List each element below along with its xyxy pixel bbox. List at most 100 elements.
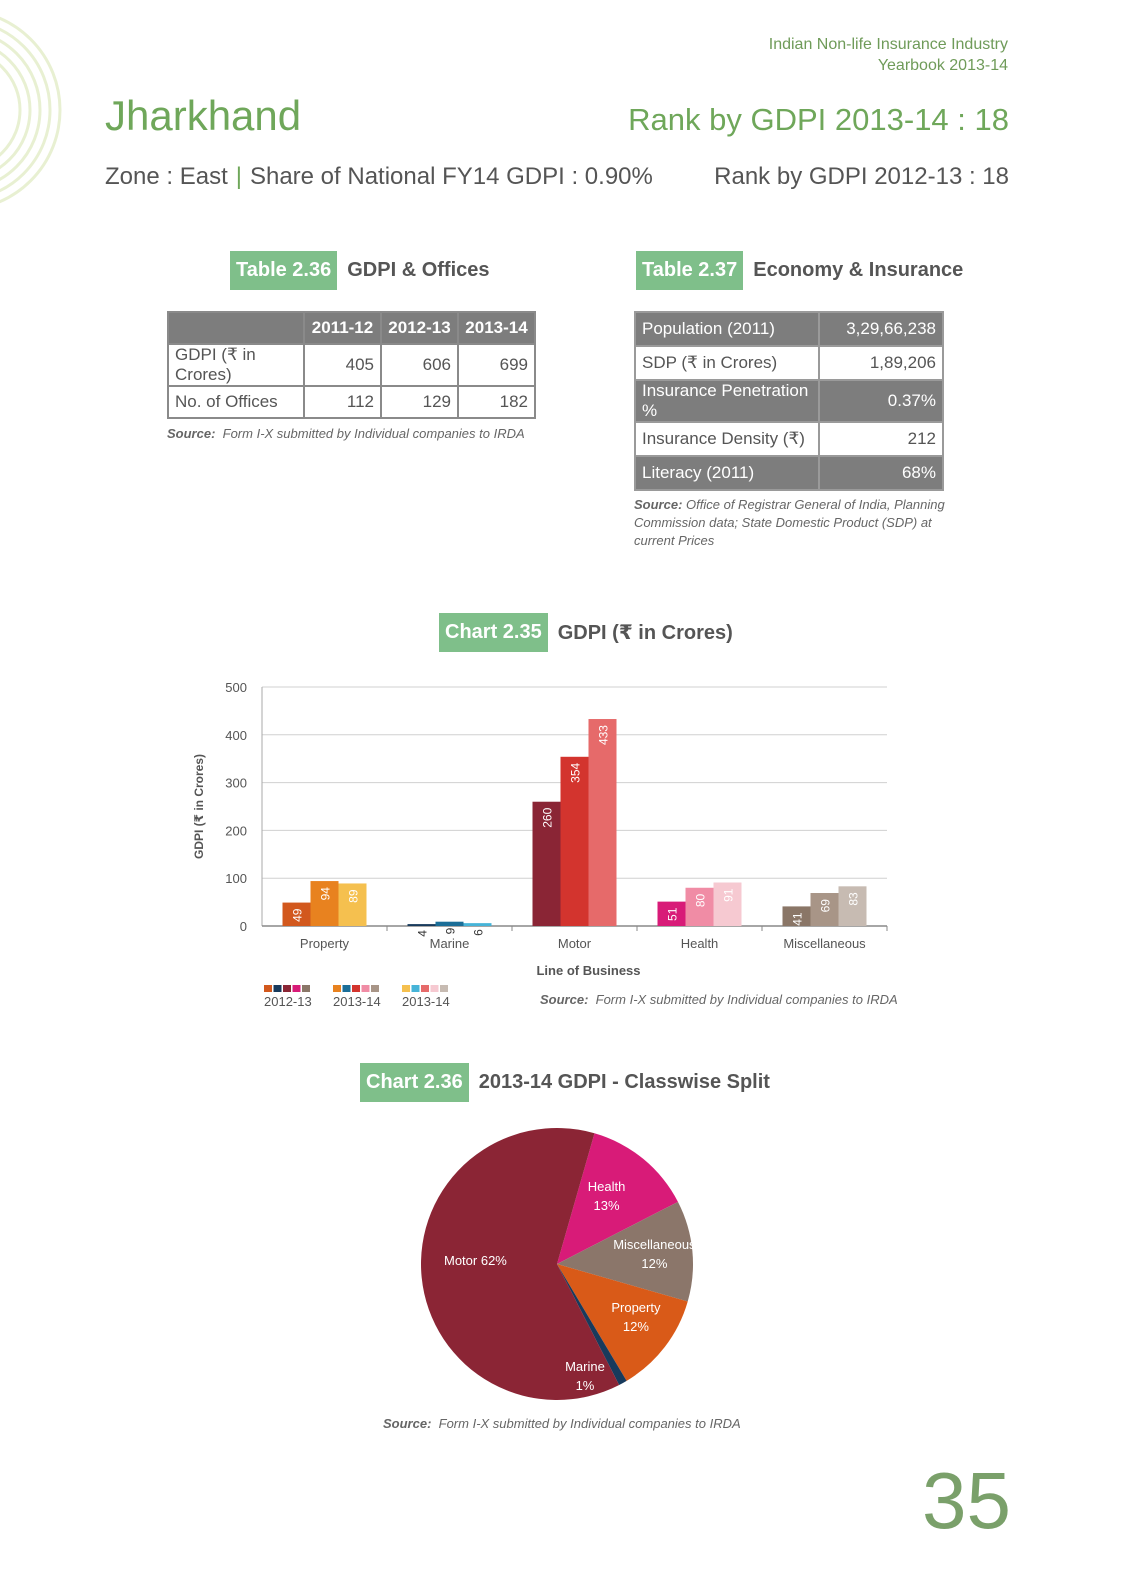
y-tick-label: 0 [240,919,247,934]
slice-label: Motor 62% [444,1253,507,1268]
source-label: Source: [634,497,683,512]
y-tick-label: 200 [225,823,247,838]
bar [407,924,436,926]
bar [463,923,492,926]
bar [282,902,311,926]
economy-insurance-table: Population (2011) 3,29,66,238 SDP (₹ in … [634,311,944,491]
bar-value-label: 83 [847,892,861,906]
table-header-cell: 2011-12 [303,311,382,345]
table-cell: 0.37% [818,379,944,423]
slice-label: Health [588,1179,626,1194]
legend-swatch [430,985,439,992]
table-row: No. of Offices 112 129 182 [167,385,536,419]
legend-swatch [421,985,429,992]
table-header-cell: 2012-13 [380,311,459,345]
slice-label: 12% [623,1319,649,1334]
pie-slice [557,1264,627,1385]
pie-slice [421,1128,620,1400]
legend-swatch [273,985,282,992]
source-text: Form I-X submitted by Individual compani… [438,1416,741,1431]
zone-label: Zone : East [105,163,228,190]
rank-previous: Rank by GDPI 2012-13 : 18 [714,163,1009,190]
bar-value-label: 433 [597,725,611,745]
legend-label: 2012-13 [264,994,312,1009]
x-tick-label: Miscellaneous [783,936,866,951]
bar-value-label: 80 [694,893,708,907]
y-tick-label: 400 [225,728,247,743]
yearbook-line-1: Indian Non-life Insurance Industry [768,36,1008,53]
table-cell: 699 [457,343,536,387]
legend-swatch [264,985,272,992]
table-row: Population (2011) 3,29,66,238 [634,311,944,347]
bar [657,901,686,926]
bar-value-label: 260 [541,807,555,827]
chart-235-caption: Chart 2.35 GDPI (₹ in Crores) [439,613,733,652]
chart-236-title: 2013-14 GDPI - Classwise Split [478,1071,770,1093]
table-row: SDP (₹ in Crores) 1,89,206 [634,345,944,381]
bar-value-label: 69 [819,899,833,913]
pie-slice [557,1201,693,1302]
table-236-caption: Table 2.36 GDPI & Offices [230,251,490,290]
pie-slice [557,1264,688,1381]
bar [588,719,617,926]
row-label: Insurance Penetration % [634,379,820,423]
slice-label: 1% [576,1378,595,1393]
bar-value-label: 4 [416,930,430,937]
legend-swatch [411,985,420,992]
bar-value-label: 91 [722,888,736,902]
table-header-cell: 2013-14 [457,311,536,345]
table-header-row: 2011-12 2012-13 2013-14 [167,311,536,345]
legend-swatch [283,985,291,992]
slice-label: Property [611,1300,661,1315]
x-tick-label: Health [681,936,719,951]
table-237-tag: Table 2.37 [636,251,744,290]
x-tick-label: Motor [558,936,592,951]
bar [838,886,867,926]
source-label: Source: [167,426,216,441]
state-title: Jharkhand [105,92,302,139]
slice-label: 12% [641,1256,667,1271]
y-tick-label: 500 [225,680,247,695]
table-row: Insurance Penetration % 0.37% [634,379,944,423]
legend-swatch [333,985,341,992]
table-cell: 3,29,66,238 [818,311,944,347]
legend-swatch [292,985,301,992]
slice-label: 13% [594,1198,620,1213]
table-237-caption: Table 2.37 Economy & Insurance [636,251,963,290]
table-row: Insurance Density (₹) 212 [634,421,944,457]
y-tick-label: 300 [225,776,247,791]
legend-swatch [402,985,410,992]
row-label: SDP (₹ in Crores) [634,345,820,381]
table-cell: 182 [457,385,536,419]
bar [560,756,589,926]
chart-235-tag: Chart 2.35 [439,613,548,652]
bar-value-label: 89 [347,889,361,903]
bar [310,881,339,926]
yearbook-line-2: Yearbook 2013-14 [877,57,1008,74]
zone-separator: | [235,163,242,190]
table-cell: 112 [303,385,382,419]
chart-235-title: GDPI (₹ in Crores) [557,622,733,644]
page-number: 35 [922,1456,1011,1545]
table-cell: 405 [303,343,382,387]
classwise-pie-chart: Motor 62% Health 13% Miscellaneous 12% Proper… [421,1128,696,1400]
bar [782,906,811,926]
y-tick-label: 100 [225,871,247,886]
bar [338,883,367,926]
legend-swatch [302,985,310,992]
table-cell: 1,89,206 [818,345,944,381]
legend-label: 2013-14 [402,994,450,1009]
bar-value-label: 6 [472,929,486,936]
bar-value-label: 9 [444,927,458,934]
decorative-arcs [0,16,62,204]
source-text: current Prices [634,533,715,548]
y-axis-title: GDPI (₹ in Crores) [192,754,206,859]
bar [713,882,742,926]
share-label: Share of National FY14 GDPI : 0.90% [249,163,653,190]
bar-value-label: 94 [319,887,333,901]
yearbook-header: Indian Non-life Insurance Industry Yearb… [769,34,1008,76]
table-cell: 606 [380,343,459,387]
table-cell: 68% [818,455,944,491]
slice-label: Marine [565,1359,605,1374]
table-236-source: Source: Form I-X submitted by Individual… [167,425,525,443]
